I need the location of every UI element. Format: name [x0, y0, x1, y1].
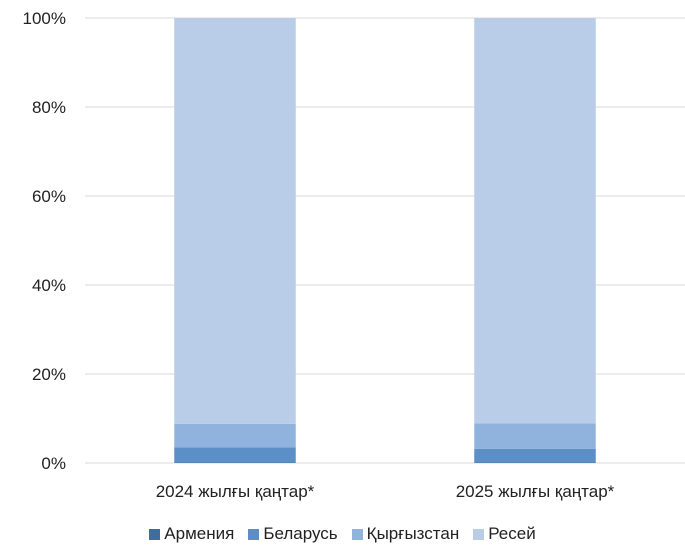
- bar-segment: [474, 448, 596, 463]
- bar-segment: [474, 18, 596, 424]
- x-tick-label: 2025 жылғы қаңтар*: [456, 482, 615, 501]
- y-tick-label: 100%: [23, 9, 66, 28]
- bar-segment: [174, 423, 296, 448]
- legend-item: Ресей: [473, 524, 536, 544]
- legend-label: Беларусь: [263, 524, 338, 543]
- legend-label: Ресей: [488, 524, 536, 543]
- y-tick-label: 60%: [32, 187, 66, 206]
- bar-segment: [174, 447, 296, 463]
- bars: [174, 18, 596, 463]
- chart-legend: Армения Беларусь Қырғызстан Ресей: [0, 524, 685, 544]
- y-axis-tick-labels: 0% 20% 40% 60% 80% 100%: [23, 9, 66, 473]
- legend-item: Беларусь: [248, 524, 338, 544]
- bar-segment: [174, 18, 296, 424]
- legend-swatch: [149, 528, 161, 540]
- bar-segment: [474, 423, 596, 449]
- legend-swatch: [248, 528, 260, 540]
- x-axis-tick-labels: 2024 жылғы қаңтар* 2025 жылғы қаңтар*: [156, 482, 615, 501]
- legend-swatch: [351, 528, 363, 540]
- y-tick-label: 20%: [32, 365, 66, 384]
- y-tick-label: 40%: [32, 276, 66, 295]
- legend-item: Қырғызстан: [351, 524, 460, 544]
- legend-label: Армения: [164, 524, 235, 543]
- legend-label: Қырғызстан: [366, 524, 460, 543]
- y-tick-label: 0%: [41, 454, 66, 473]
- legend-swatch: [473, 528, 485, 540]
- x-tick-label: 2024 жылғы қаңтар*: [156, 482, 315, 501]
- legend-item: Армения: [149, 524, 234, 544]
- y-tick-label: 80%: [32, 98, 66, 117]
